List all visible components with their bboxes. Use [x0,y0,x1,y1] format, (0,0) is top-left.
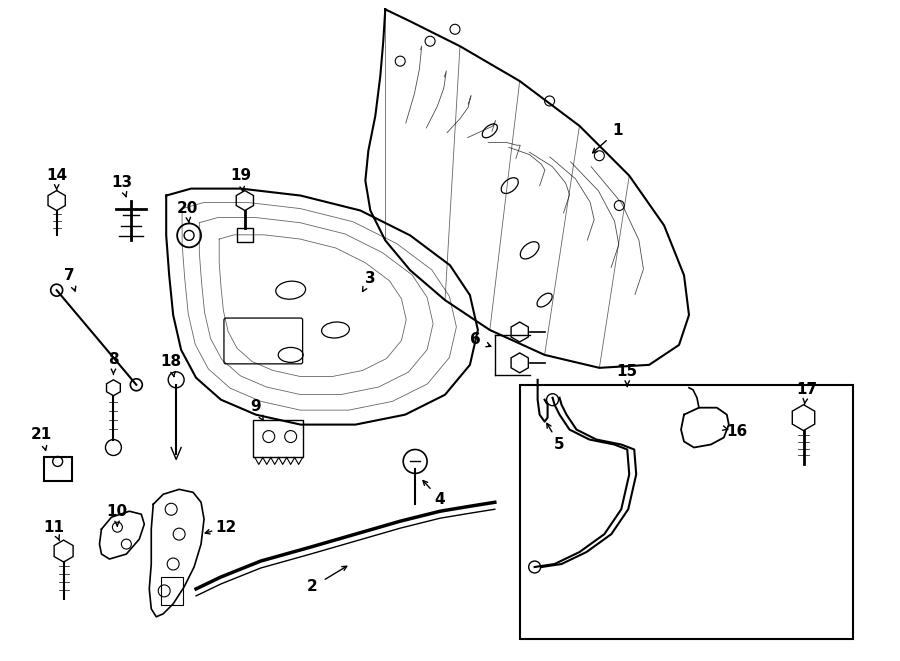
Bar [44,457,72,481]
Text: 16: 16 [726,424,747,439]
Bar [237,229,253,243]
Text: 21: 21 [32,427,52,442]
Bar [519,385,853,639]
Text: 9: 9 [250,399,261,414]
Text: 6: 6 [470,332,481,348]
Text: 1: 1 [612,124,623,138]
Bar [253,420,302,457]
Text: 3: 3 [365,271,375,286]
Text: 17: 17 [796,382,817,397]
Text: 7: 7 [64,268,75,283]
Text: 10: 10 [106,504,127,519]
Text: 8: 8 [108,352,119,368]
Text: 13: 13 [111,175,132,190]
Text: 11: 11 [43,520,64,535]
Text: 14: 14 [46,168,68,183]
Text: 4: 4 [435,492,446,507]
Text: 19: 19 [230,168,251,183]
Bar [161,577,183,605]
Text: 20: 20 [176,201,198,216]
Text: 5: 5 [554,437,565,452]
Text: 2: 2 [307,580,318,594]
Text: 18: 18 [160,354,182,369]
Text: 15: 15 [616,364,638,379]
Text: 12: 12 [215,520,237,535]
